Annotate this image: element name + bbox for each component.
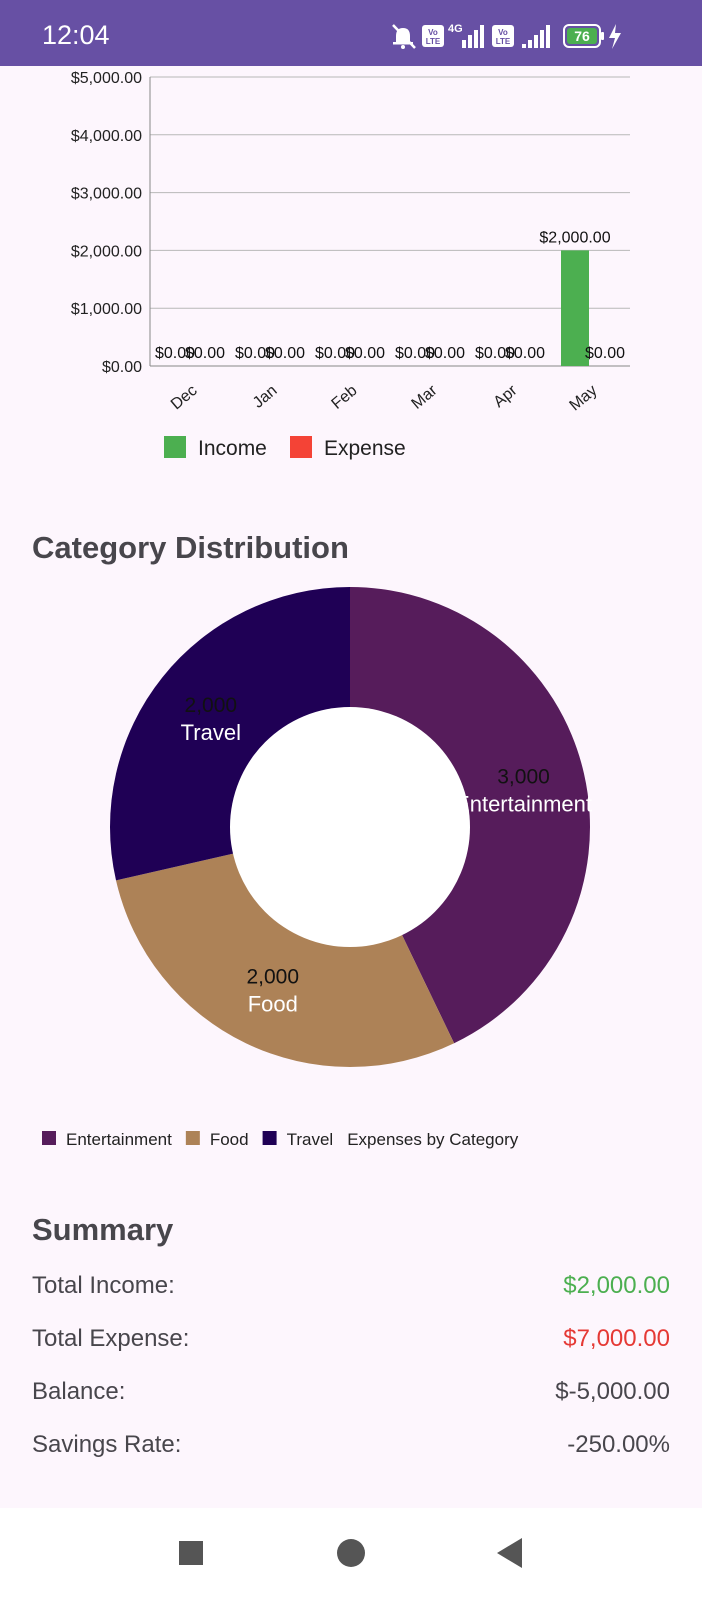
legend-label: Expense bbox=[324, 437, 406, 460]
navigation-bar bbox=[0, 1508, 702, 1600]
volte-icon: Vo LTE bbox=[492, 25, 514, 47]
income-expense-bar-chart: $0.00 $1,000.00 $2,000.00 $3,000.00 $4,000.0… bbox=[71, 70, 630, 460]
battery-icon: 76 bbox=[563, 24, 604, 48]
status-time: 12:04 bbox=[42, 20, 110, 50]
bar-income bbox=[561, 250, 589, 366]
x-tick-label: Feb bbox=[329, 382, 361, 413]
x-tick-label: Apr bbox=[491, 382, 522, 411]
value-label-expense: $0.00 bbox=[265, 345, 305, 362]
value-label-income: $0.00 bbox=[315, 345, 355, 362]
summary-row-balance: Balance: $-5,000.00 bbox=[32, 1378, 670, 1418]
volte-icon: Vo LTE bbox=[422, 25, 444, 47]
value-label-expense: $0.00 bbox=[185, 345, 225, 362]
signal-icon bbox=[522, 25, 550, 48]
bar-chart-value-labels: $0.00$0.00 $0.00$0.00 $0.00$0.00 $0.00$0.00… bbox=[155, 229, 625, 362]
bar-chart-legend: Income Expense bbox=[164, 436, 406, 460]
summary-label: Balance: bbox=[32, 1378, 126, 1405]
home-icon[interactable] bbox=[326, 1528, 376, 1578]
x-tick-label: Mar bbox=[409, 382, 442, 413]
pie-value-label: 3,000 bbox=[497, 765, 550, 788]
value-label-income: $2,000.00 bbox=[539, 229, 610, 246]
bar-chart-grid bbox=[149, 76, 630, 367]
summary-row-total-income: Total Income: $2,000.00 bbox=[32, 1272, 670, 1312]
x-tick-label: May bbox=[566, 382, 600, 414]
summary-value: $2,000.00 bbox=[563, 1272, 670, 1299]
value-label-expense: $0.00 bbox=[345, 345, 385, 362]
volte-label: LTE bbox=[496, 37, 511, 46]
back-icon[interactable] bbox=[486, 1528, 536, 1578]
volte-label: Vo bbox=[498, 28, 508, 37]
summary-row-total-expense: Total Expense: $7,000.00 bbox=[32, 1325, 670, 1365]
pie-category-label: Entertainment bbox=[455, 791, 592, 816]
value-label-income: $0.00 bbox=[155, 345, 195, 362]
status-icons: Vo LTE 4G Vo LTE 76 bbox=[392, 23, 621, 49]
y-tick-label: $2,000.00 bbox=[71, 243, 142, 260]
legend-label: Food bbox=[210, 1130, 249, 1149]
battery-level: 76 bbox=[574, 28, 590, 44]
pie-value-label: 2,000 bbox=[185, 694, 238, 717]
legend-swatch bbox=[164, 436, 186, 458]
network-type: 4G bbox=[448, 23, 463, 35]
pie-value-label: 2,000 bbox=[246, 965, 299, 988]
pie-slice-labels: 3,000 Entertainment 2,000 Food 2,000 Travel bbox=[181, 694, 592, 1016]
volte-label: Vo bbox=[428, 28, 438, 37]
summary-label: Savings Rate: bbox=[32, 1431, 182, 1458]
y-tick-label: $3,000.00 bbox=[71, 186, 142, 203]
volte-label: LTE bbox=[426, 37, 441, 46]
value-label-income: $0.00 bbox=[235, 345, 275, 362]
y-tick-label: $0.00 bbox=[102, 359, 142, 376]
legend-swatch bbox=[290, 436, 312, 458]
mute-icon bbox=[392, 24, 416, 49]
charging-icon bbox=[609, 24, 621, 49]
legend-swatch bbox=[42, 1131, 56, 1145]
value-label-expense: $0.00 bbox=[585, 345, 625, 362]
bar-chart-bars bbox=[561, 250, 589, 366]
bar-chart-y-ticks: $0.00 $1,000.00 $2,000.00 $3,000.00 $4,000.0… bbox=[71, 70, 142, 376]
value-label-expense: $0.00 bbox=[505, 345, 545, 362]
value-label-income: $0.00 bbox=[475, 345, 515, 362]
recents-icon[interactable] bbox=[166, 1528, 216, 1578]
legend-swatch bbox=[262, 1131, 277, 1145]
y-tick-label: $5,000.00 bbox=[71, 70, 142, 87]
pie-chart-legend: Entertainment Food Travel Expenses by Categ… bbox=[42, 1130, 519, 1149]
category-distribution-title: Category Distribution bbox=[32, 530, 349, 565]
legend-swatch bbox=[185, 1131, 200, 1145]
y-tick-label: $1,000.00 bbox=[71, 301, 142, 318]
legend-label: Income bbox=[198, 437, 267, 460]
value-label-income: $0.00 bbox=[395, 345, 435, 362]
summary-label: Total Income: bbox=[32, 1272, 175, 1299]
legend-label: Entertainment bbox=[66, 1130, 172, 1149]
legend-label: Travel bbox=[287, 1130, 334, 1149]
status-bar: 12:04 Vo LTE 4G Vo LTE bbox=[0, 0, 702, 66]
summary-value: $-5,000.00 bbox=[555, 1378, 670, 1405]
summary-value: -250.00% bbox=[567, 1431, 670, 1458]
x-tick-label: Dec bbox=[168, 382, 201, 413]
pie-category-label: Food bbox=[248, 991, 298, 1016]
category-donut-chart: 3,000 Entertainment 2,000 Food 2,000 Travel E… bbox=[42, 587, 592, 1149]
summary-title: Summary bbox=[32, 1212, 174, 1247]
summary-row-savings-rate: Savings Rate: -250.00% bbox=[32, 1431, 670, 1471]
bar-chart-x-ticks: Dec Jan Feb Mar Apr May bbox=[168, 382, 601, 415]
pie-category-label: Travel bbox=[181, 720, 241, 745]
y-tick-label: $4,000.00 bbox=[71, 128, 142, 145]
value-label-expense: $0.00 bbox=[425, 345, 465, 362]
summary-label: Total Expense: bbox=[32, 1325, 190, 1352]
x-tick-label: Jan bbox=[250, 382, 281, 412]
donut-hole bbox=[230, 707, 470, 947]
pie-description: Expenses by Category bbox=[347, 1130, 519, 1149]
summary-value: $7,000.00 bbox=[563, 1325, 670, 1352]
signal-icon bbox=[462, 25, 484, 48]
